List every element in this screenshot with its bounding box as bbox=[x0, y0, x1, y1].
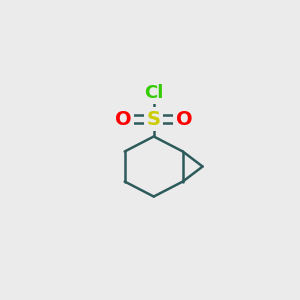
Text: S: S bbox=[147, 110, 161, 129]
Text: Cl: Cl bbox=[144, 84, 164, 102]
Text: O: O bbox=[176, 110, 192, 129]
Text: O: O bbox=[115, 110, 132, 129]
